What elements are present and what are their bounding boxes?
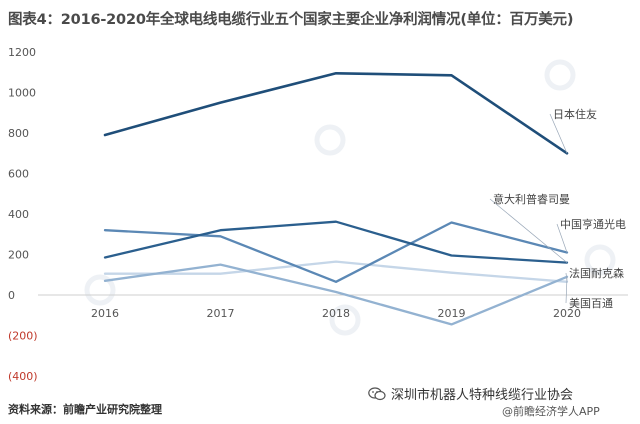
- chart-title: 图表4：2016-2020年全球电线电缆行业五个国家主要企业净利润情况(单位：百…: [8, 12, 574, 28]
- series-line: [103, 221, 569, 283]
- y-tick-label: 0: [8, 289, 15, 302]
- y-tick-label: (400): [8, 370, 38, 383]
- series-line: [103, 72, 569, 155]
- series-label: 美国百通: [569, 297, 613, 310]
- y-tick-label: 600: [8, 168, 29, 181]
- x-tick-label: 2019: [438, 307, 466, 320]
- y-tick-label: (200): [8, 330, 38, 343]
- watermark-logo: [544, 59, 576, 91]
- series-label: 法国耐克森: [569, 266, 624, 280]
- series-line: [103, 260, 569, 283]
- y-tick-label: 800: [8, 127, 29, 140]
- watermark-logo: [329, 304, 361, 336]
- x-tick-label: 2016: [91, 307, 119, 320]
- label-leader-line: [549, 113, 568, 154]
- label-leader-line: [565, 276, 568, 304]
- series-label: 日本住友: [553, 107, 597, 121]
- x-axis-tick-labels: 2016 2017 2018 2019 2020: [91, 307, 581, 320]
- x-tick-label: 2017: [207, 307, 235, 320]
- wechat-icon: [368, 386, 386, 400]
- x-tick-label: 2018: [322, 307, 350, 320]
- y-tick-label: 400: [8, 208, 29, 221]
- y-tick-label: 1000: [8, 87, 36, 100]
- watermark-logo: [584, 244, 616, 276]
- label-leader-line: [489, 198, 568, 263]
- series-line: [103, 263, 569, 326]
- wechat-account: 深圳市机器人特种线缆行业协会: [368, 384, 573, 403]
- label-leader-line: [556, 223, 568, 253]
- series-label: 意大利普睿司曼: [493, 192, 570, 206]
- wechat-account-name: 深圳市机器人特种线缆行业协会: [391, 388, 574, 403]
- y-tick-label: 200: [8, 249, 29, 262]
- watermark-logos: [84, 59, 616, 336]
- y-axis-tick-labels: 1200 1000 800 600 400 200 0 (200) (400): [8, 46, 38, 383]
- series-label: 中国亨通光电: [560, 217, 626, 231]
- x-tick-label: 2020: [553, 307, 581, 320]
- source-note: 资料来源：前瞻产业研究院整理: [8, 403, 162, 416]
- series-line: [103, 220, 569, 264]
- watermark-logo: [314, 124, 346, 156]
- label-leader-lines: [489, 113, 568, 304]
- watermark-logo: [84, 274, 116, 306]
- series-lines: [103, 72, 569, 326]
- y-tick-label: 1200: [8, 46, 36, 59]
- app-watermark-text: @前瞻经济学人APP: [502, 405, 600, 418]
